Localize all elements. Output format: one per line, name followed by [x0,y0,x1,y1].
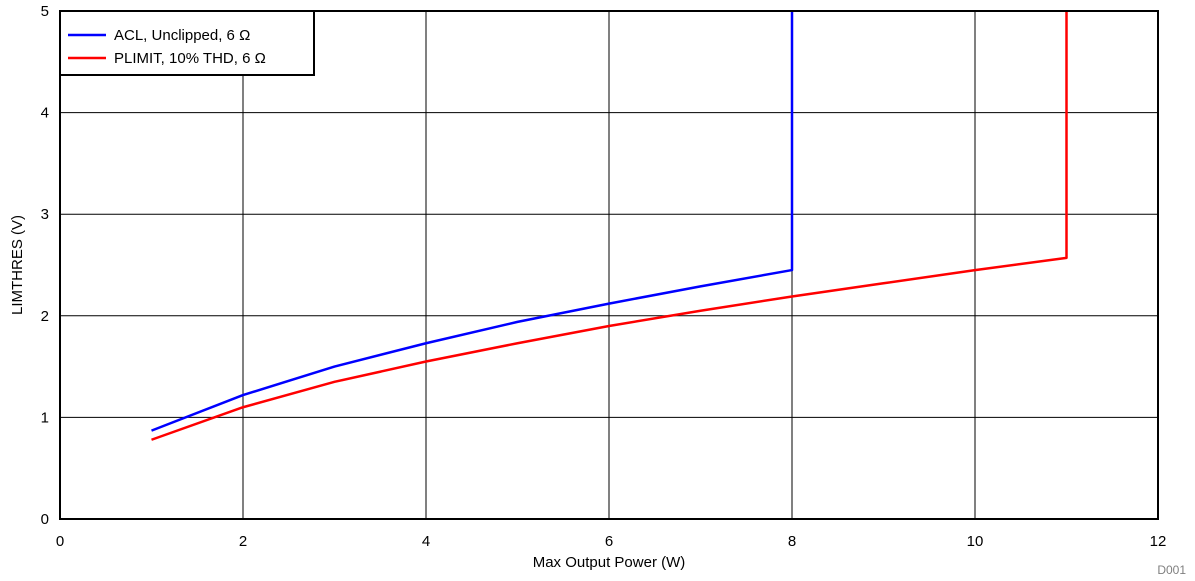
y-axis-title: LIMTHRES (V) [9,215,26,315]
series-line-plimit [151,11,1068,441]
figure-id: D001 [1157,563,1186,577]
plot-frame [59,10,1159,520]
y-tick-label: 0 [41,511,49,528]
x-tick-label: 6 [605,533,613,550]
legend: ACL, Unclipped, 6 Ω PLIMIT, 10% THD, 6 Ω [59,10,315,76]
x-tick-label: 4 [422,533,430,550]
x-tick-label: 2 [239,533,247,550]
x-axis-ticks: 0 2 4 6 8 10 12 [56,533,1167,550]
y-tick-label: 4 [41,105,49,122]
y-tick-label: 2 [41,308,49,325]
x-tick-label: 12 [1150,533,1167,550]
series-lines [151,11,1068,441]
y-tick-label: 3 [41,206,49,223]
x-tick-label: 0 [56,533,64,550]
x-tick-label: 8 [788,533,796,550]
x-tick-label: 10 [967,533,984,550]
legend-label-acl: ACL, Unclipped, 6 Ω [114,27,250,44]
legend-box [59,10,315,76]
grid [60,11,1158,519]
series-line-acl [151,11,794,432]
y-axis-ticks: 0 1 2 3 4 5 [41,3,49,528]
x-axis-title: Max Output Power (W) [533,554,686,571]
y-tick-label: 1 [41,409,49,426]
legend-label-plimit: PLIMIT, 10% THD, 6 Ω [114,50,266,67]
y-tick-label: 5 [41,3,49,20]
